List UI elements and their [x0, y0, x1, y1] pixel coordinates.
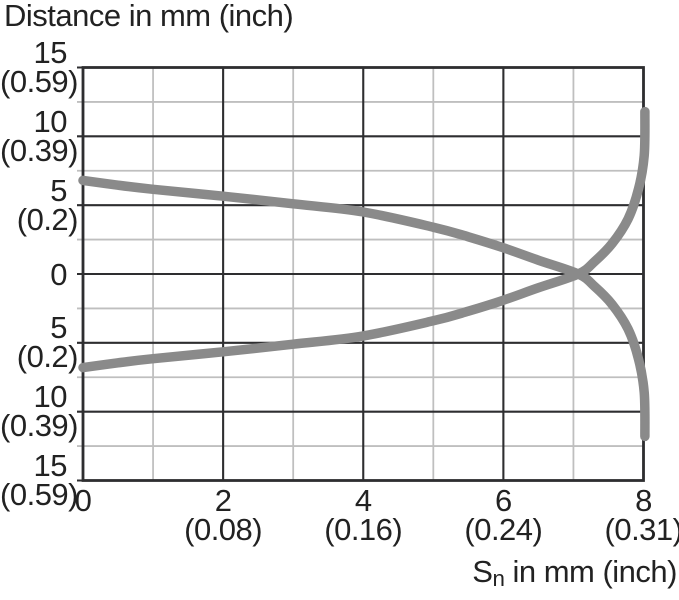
- y-tick-label--10: 10 (0.39): [0, 379, 78, 444]
- x-tick-label-8: 8 (0.31): [574, 483, 679, 547]
- y-tick-label-0: 0: [0, 256, 78, 292]
- x-tick-inch: (0.08): [184, 512, 263, 547]
- y-tick-label-15: 15 (0.59): [0, 35, 78, 99]
- y-tick-mm: 10: [33, 379, 68, 415]
- y-tick-mm: 10: [33, 103, 68, 139]
- y-tick-label-5: 5 (0.2): [0, 172, 79, 237]
- x-tick-mm: 0: [74, 483, 92, 518]
- y-tick-mm: 0: [50, 256, 67, 292]
- sensing-curve-upper-to-lower: [78, 175, 650, 442]
- x-axis-label-subscript: n: [492, 566, 505, 592]
- y-tick-inch: (0.39): [0, 408, 78, 444]
- y-tick-mm: 15: [33, 35, 68, 70]
- y-tick-inch: (0.59): [0, 64, 78, 99]
- x-axis-label: Sn in mm (inch): [472, 554, 677, 597]
- chart-title: Distance in mm (inch): [4, 0, 294, 33]
- x-tick-label-6: 6 (0.24): [433, 483, 573, 547]
- y-tick-mm: 5: [50, 172, 67, 208]
- x-tick-inch: (0.16): [324, 512, 403, 547]
- x-tick-inch: (0.24): [464, 512, 543, 547]
- x-axis-label-units: in mm (inch): [504, 554, 677, 589]
- plot-border: [81, 66, 645, 482]
- x-tick-mm: 6: [495, 483, 512, 518]
- y-tick-inch: (0.59): [0, 477, 78, 512]
- x-tick-mm: 8: [635, 483, 652, 518]
- grid-major: [77, 66, 645, 482]
- y-tick-label-10: 10 (0.39): [0, 103, 78, 168]
- x-tick-inch: (0.31): [604, 512, 679, 547]
- x-tick-mm: 4: [354, 483, 372, 518]
- y-tick-inch: (0.39): [0, 132, 78, 168]
- y-tick-mm: 15: [33, 448, 68, 483]
- x-axis-label-symbol: S: [472, 554, 493, 589]
- x-tick-label-4: 4 (0.16): [293, 483, 433, 547]
- y-tick-mm: 5: [50, 310, 67, 346]
- y-tick-label--15: 15 (0.59): [0, 448, 78, 512]
- sensing-curve-lower-to-upper: [78, 106, 650, 373]
- y-tick-inch: (0.2): [16, 201, 79, 237]
- y-tick-label--5: 5 (0.2): [0, 310, 79, 375]
- x-tick-mm: 2: [214, 483, 232, 518]
- y-tick-inch: (0.2): [16, 339, 79, 375]
- x-tick-label-0: 0: [13, 483, 153, 518]
- x-tick-label-2: 2 (0.08): [153, 483, 293, 547]
